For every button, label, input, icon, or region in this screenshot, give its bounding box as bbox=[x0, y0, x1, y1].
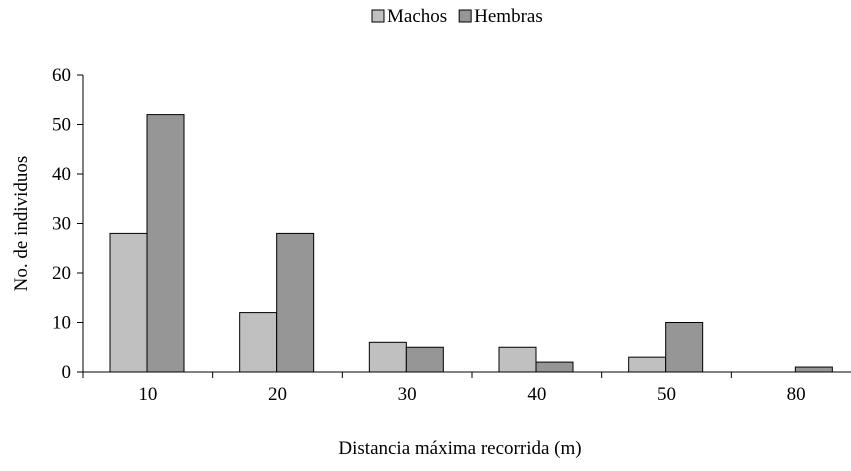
bar-machos-50 bbox=[628, 356, 667, 373]
bar-machos-20 bbox=[239, 312, 278, 373]
bar-hembras-40 bbox=[535, 361, 574, 373]
legend-label-machos: Machos bbox=[387, 6, 447, 27]
legend-label-hembras: Hembras bbox=[474, 6, 543, 27]
bar-machos-10 bbox=[109, 232, 148, 373]
bar-hembras-80 bbox=[794, 366, 833, 373]
x-tick-label: 80 bbox=[787, 384, 806, 405]
y-tick-label: 30 bbox=[52, 214, 71, 235]
legend: Machos Hembras bbox=[371, 6, 543, 27]
y-tick-label: 40 bbox=[52, 164, 71, 185]
y-tick-label: 10 bbox=[52, 313, 71, 334]
bar-hembras-20 bbox=[276, 232, 315, 373]
bar-hembras-30 bbox=[405, 346, 444, 373]
legend-swatch-hembras bbox=[458, 9, 472, 23]
bar-hembras-50 bbox=[665, 322, 704, 373]
y-axis-title: No. de individuos bbox=[11, 156, 32, 292]
x-axis-title: Distancia máxima recorrida (m) bbox=[338, 438, 581, 459]
y-tick-label: 0 bbox=[62, 362, 72, 383]
legend-swatch-machos bbox=[371, 9, 385, 23]
y-tick-label: 20 bbox=[52, 263, 71, 284]
y-tick-label: 50 bbox=[52, 115, 71, 136]
x-tick-label: 30 bbox=[398, 384, 417, 405]
bar-machos-30 bbox=[368, 341, 407, 373]
x-axis: 10 20 30 40 50 80 bbox=[82, 371, 851, 405]
x-tick-label: 10 bbox=[138, 384, 157, 405]
x-tick-label: 50 bbox=[657, 384, 676, 405]
x-tick-label: 40 bbox=[527, 384, 546, 405]
bar-hembras-10 bbox=[146, 114, 185, 373]
bars bbox=[109, 114, 833, 373]
bar-machos-40 bbox=[498, 346, 537, 373]
y-tick-label: 60 bbox=[52, 65, 71, 86]
y-axis: 0 10 20 30 40 50 60 bbox=[52, 65, 84, 383]
x-tick-label: 20 bbox=[268, 384, 287, 405]
